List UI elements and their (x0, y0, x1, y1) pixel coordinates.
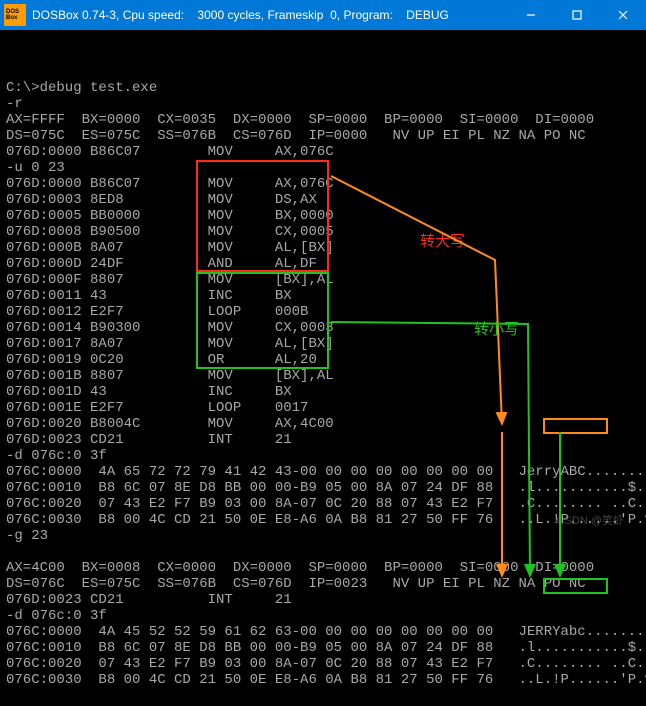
terminal-line: 076D:0020 B8004C MOV AX,4C00 (6, 416, 640, 432)
dosbox-window: DOS Box DOSBox 0.74-3, Cpu speed: 3000 c… (0, 0, 646, 670)
terminal-line: 076C:0010 B8 6C 07 8E D8 BB 00 00-B9 05 … (6, 640, 640, 656)
terminal-line: 076D:0023 CD21 INT 21 (6, 592, 640, 608)
close-button[interactable] (600, 0, 646, 30)
terminal-line: 076D:001E E2F7 LOOP 0017 (6, 400, 640, 416)
terminal-line: 076C:0030 B8 00 4C CD 21 50 0E E8-A6 0A … (6, 512, 640, 528)
terminal-line: 076D:0000 B86C07 MOV AX,076C (6, 144, 640, 160)
minimize-button[interactable] (508, 0, 554, 30)
terminal-line: C:\>debug test.exe (6, 80, 640, 96)
terminal-line: 076D:0019 0C20 OR AL,20 (6, 352, 640, 368)
terminal-line: 076D:000F 8807 MOV [BX],AL (6, 272, 640, 288)
terminal-line: 076C:0000 4A 65 72 72 79 41 42 43-00 00 … (6, 464, 640, 480)
terminal-line: 076D:0023 CD21 INT 21 (6, 432, 640, 448)
terminal-line (6, 544, 640, 560)
window-title: DOSBox 0.74-3, Cpu speed: 3000 cycles, F… (32, 8, 508, 22)
terminal-area[interactable]: C:\>debug test.exe-rAX=FFFF BX=0000 CX=0… (0, 30, 646, 706)
terminal-line: 076D:0003 8ED8 MOV DS,AX (6, 192, 640, 208)
terminal-line: -d 076c:0 3f (6, 608, 640, 624)
terminal-line: AX=4C00 BX=0008 CX=0000 DX=0000 SP=0000 … (6, 560, 640, 576)
icon-line2: Box (6, 15, 24, 21)
terminal-line: -g 23 (6, 528, 640, 544)
terminal-line: 076C:0010 B8 6C 07 8E D8 BB 00 00-B9 05 … (6, 480, 640, 496)
terminal-line: 076C:0030 B8 00 4C CD 21 50 0E E8-A6 0A … (6, 672, 640, 688)
titlebar[interactable]: DOS Box DOSBox 0.74-3, Cpu speed: 3000 c… (0, 0, 646, 30)
terminal-line: 076D:0000 B86C07 MOV AX,076C (6, 176, 640, 192)
terminal-line: 076D:0011 43 INC BX (6, 288, 640, 304)
terminal-line: 076C:0000 4A 45 52 52 59 61 62 63-00 00 … (6, 624, 640, 640)
terminal-line: DS=076C ES=075C SS=076B CS=076D IP=0023 … (6, 576, 640, 592)
terminal-line (6, 688, 640, 704)
dosbox-icon: DOS Box (4, 4, 26, 26)
watermark: CSDN @笑虾 (557, 512, 624, 528)
to-lower-annotation: 转小写 (474, 318, 519, 339)
terminal-line: DS=075C ES=075C SS=076B CS=076D IP=0000 … (6, 128, 640, 144)
terminal-line: 076D:000B 8A07 MOV AL,[BX] (6, 240, 640, 256)
terminal-line: 076D:0017 8A07 MOV AL,[BX] (6, 336, 640, 352)
window-buttons (508, 0, 646, 30)
maximize-button[interactable] (554, 0, 600, 30)
terminal-line: 076C:0020 07 43 E2 F7 B9 03 00 8A-07 0C … (6, 496, 640, 512)
terminal-line: -u 0 23 (6, 160, 640, 176)
terminal-line: AX=FFFF BX=0000 CX=0035 DX=0000 SP=0000 … (6, 112, 640, 128)
terminal-line: 076D:001D 43 INC BX (6, 384, 640, 400)
terminal-line: -d 076c:0 3f (6, 448, 640, 464)
terminal-line: 076D:000D 24DF AND AL,DF (6, 256, 640, 272)
terminal-line: -r (6, 96, 640, 112)
to-upper-annotation: 转大写 (420, 230, 465, 251)
terminal-line: 076D:001B 8807 MOV [BX],AL (6, 368, 640, 384)
terminal-line: 076D:0008 B90500 MOV CX,0005 (6, 224, 640, 240)
terminal-line: 076D:0014 B90300 MOV CX,0003 (6, 320, 640, 336)
terminal-line: 076D:0005 BB0000 MOV BX,0000 (6, 208, 640, 224)
terminal-line: 076D:0012 E2F7 LOOP 000B (6, 304, 640, 320)
